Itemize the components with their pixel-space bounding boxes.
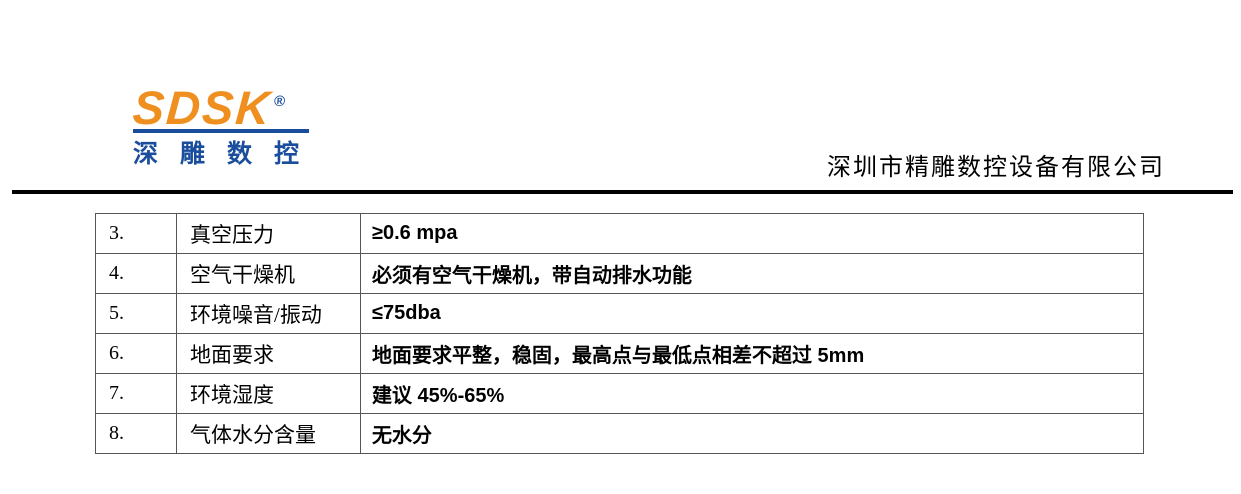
- table-row: 7. 环境湿度 建议 45%-65%: [95, 373, 1144, 414]
- table-row: 5. 环境噪音/振动 ≤75dba: [95, 293, 1144, 334]
- row-number: 3.: [95, 213, 177, 254]
- registered-trademark-icon: ®: [273, 93, 288, 110]
- logo-brand-word: SDSK: [131, 81, 274, 134]
- table-row: 3. 真空压力 ≥0.6 mpa: [95, 213, 1144, 254]
- spec-value: 必须有空气干燥机，带自动排水功能: [360, 253, 1144, 294]
- spec-name: 真空压力: [176, 213, 361, 254]
- spec-name: 气体水分含量: [176, 413, 361, 454]
- spec-name: 环境湿度: [176, 373, 361, 414]
- table-row: 6. 地面要求 地面要求平整，稳固，最高点与最低点相差不超过 5mm: [95, 333, 1144, 374]
- table-row: 8. 气体水分含量 无水分: [95, 413, 1144, 454]
- spec-value: ≤75dba: [360, 293, 1144, 334]
- spec-table: 3. 真空压力 ≥0.6 mpa 4. 空气干燥机 必须有空气干燥机，带自动排水…: [95, 213, 1144, 454]
- row-number: 8.: [95, 413, 177, 454]
- spec-value: 建议 45%-65%: [360, 373, 1144, 414]
- spec-value: 无水分: [360, 413, 1144, 454]
- row-number: 6.: [95, 333, 177, 374]
- company-name: 深圳市精雕数控设备有限公司: [827, 155, 1165, 181]
- company-logo: SDSK® 深雕数控: [131, 81, 322, 170]
- row-number: 7.: [95, 373, 177, 414]
- spec-name: 环境噪音/振动: [176, 293, 361, 334]
- logo-brand-text: SDSK®: [131, 81, 312, 134]
- spec-value: ≥0.6 mpa: [360, 213, 1144, 254]
- table-row: 4. 空气干燥机 必须有空气干燥机，带自动排水功能: [95, 253, 1144, 294]
- header-divider: [12, 190, 1233, 194]
- spec-name: 空气干燥机: [176, 253, 361, 294]
- logo-subtitle: 深雕数控: [133, 140, 322, 168]
- spec-value: 地面要求平整，稳固，最高点与最低点相差不超过 5mm: [360, 333, 1144, 374]
- logo-underline: [133, 129, 309, 133]
- row-number: 4.: [95, 253, 177, 294]
- spec-name: 地面要求: [176, 333, 361, 374]
- row-number: 5.: [95, 293, 177, 334]
